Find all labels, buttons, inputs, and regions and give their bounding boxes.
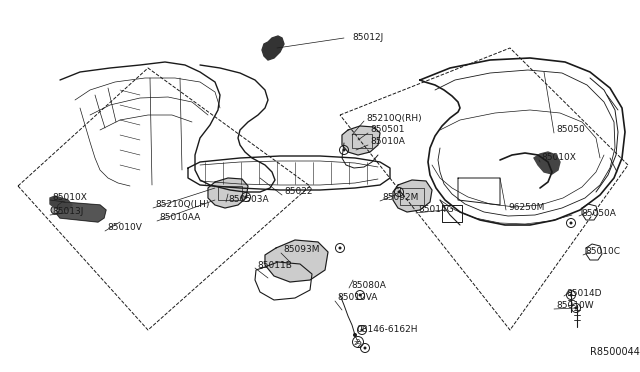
Text: 85013J: 85013J bbox=[52, 208, 83, 217]
Text: 85010X: 85010X bbox=[541, 153, 576, 161]
Circle shape bbox=[570, 294, 573, 296]
Text: 85010A: 85010A bbox=[370, 138, 405, 147]
Circle shape bbox=[339, 247, 342, 250]
Circle shape bbox=[364, 346, 367, 350]
Circle shape bbox=[353, 333, 357, 337]
Circle shape bbox=[342, 148, 346, 151]
Text: 85050: 85050 bbox=[556, 125, 585, 135]
Text: 85012J: 85012J bbox=[352, 33, 383, 42]
Text: 85010C: 85010C bbox=[585, 247, 620, 257]
Text: 850503A: 850503A bbox=[228, 195, 269, 203]
Polygon shape bbox=[393, 180, 432, 212]
Polygon shape bbox=[56, 202, 106, 222]
Text: 85050A: 85050A bbox=[581, 208, 616, 218]
Polygon shape bbox=[262, 36, 284, 60]
Text: 85080A: 85080A bbox=[351, 280, 386, 289]
Text: 85022: 85022 bbox=[284, 187, 312, 196]
Polygon shape bbox=[342, 126, 380, 155]
Text: 08146-6162H: 08146-6162H bbox=[356, 326, 417, 334]
Text: 85014G: 85014G bbox=[418, 205, 454, 215]
Text: 85210Q(RH): 85210Q(RH) bbox=[366, 113, 422, 122]
Text: 85010X: 85010X bbox=[52, 192, 87, 202]
Text: ²2: ²2 bbox=[353, 340, 363, 350]
Text: 85010AA: 85010AA bbox=[159, 214, 200, 222]
Circle shape bbox=[358, 294, 362, 296]
Polygon shape bbox=[208, 178, 248, 208]
Text: 96250M: 96250M bbox=[508, 202, 545, 212]
Polygon shape bbox=[50, 196, 72, 210]
Text: 85092M: 85092M bbox=[382, 193, 419, 202]
Circle shape bbox=[360, 328, 364, 331]
Text: R8500044: R8500044 bbox=[590, 347, 640, 357]
Polygon shape bbox=[534, 152, 560, 174]
Circle shape bbox=[570, 221, 573, 224]
Text: 85010W: 85010W bbox=[556, 301, 594, 311]
Text: 2: 2 bbox=[356, 339, 360, 345]
Text: 85014D: 85014D bbox=[566, 289, 602, 298]
Text: 85010VA: 85010VA bbox=[337, 294, 378, 302]
Circle shape bbox=[244, 196, 248, 199]
Circle shape bbox=[51, 206, 59, 214]
Circle shape bbox=[575, 307, 577, 310]
Circle shape bbox=[397, 190, 401, 193]
Text: 85010V: 85010V bbox=[107, 224, 142, 232]
Text: 85210Q(LH): 85210Q(LH) bbox=[155, 201, 209, 209]
Polygon shape bbox=[265, 240, 328, 282]
Text: 85011B: 85011B bbox=[257, 260, 292, 269]
Text: 85093M: 85093M bbox=[283, 246, 319, 254]
Text: 850501: 850501 bbox=[370, 125, 404, 135]
